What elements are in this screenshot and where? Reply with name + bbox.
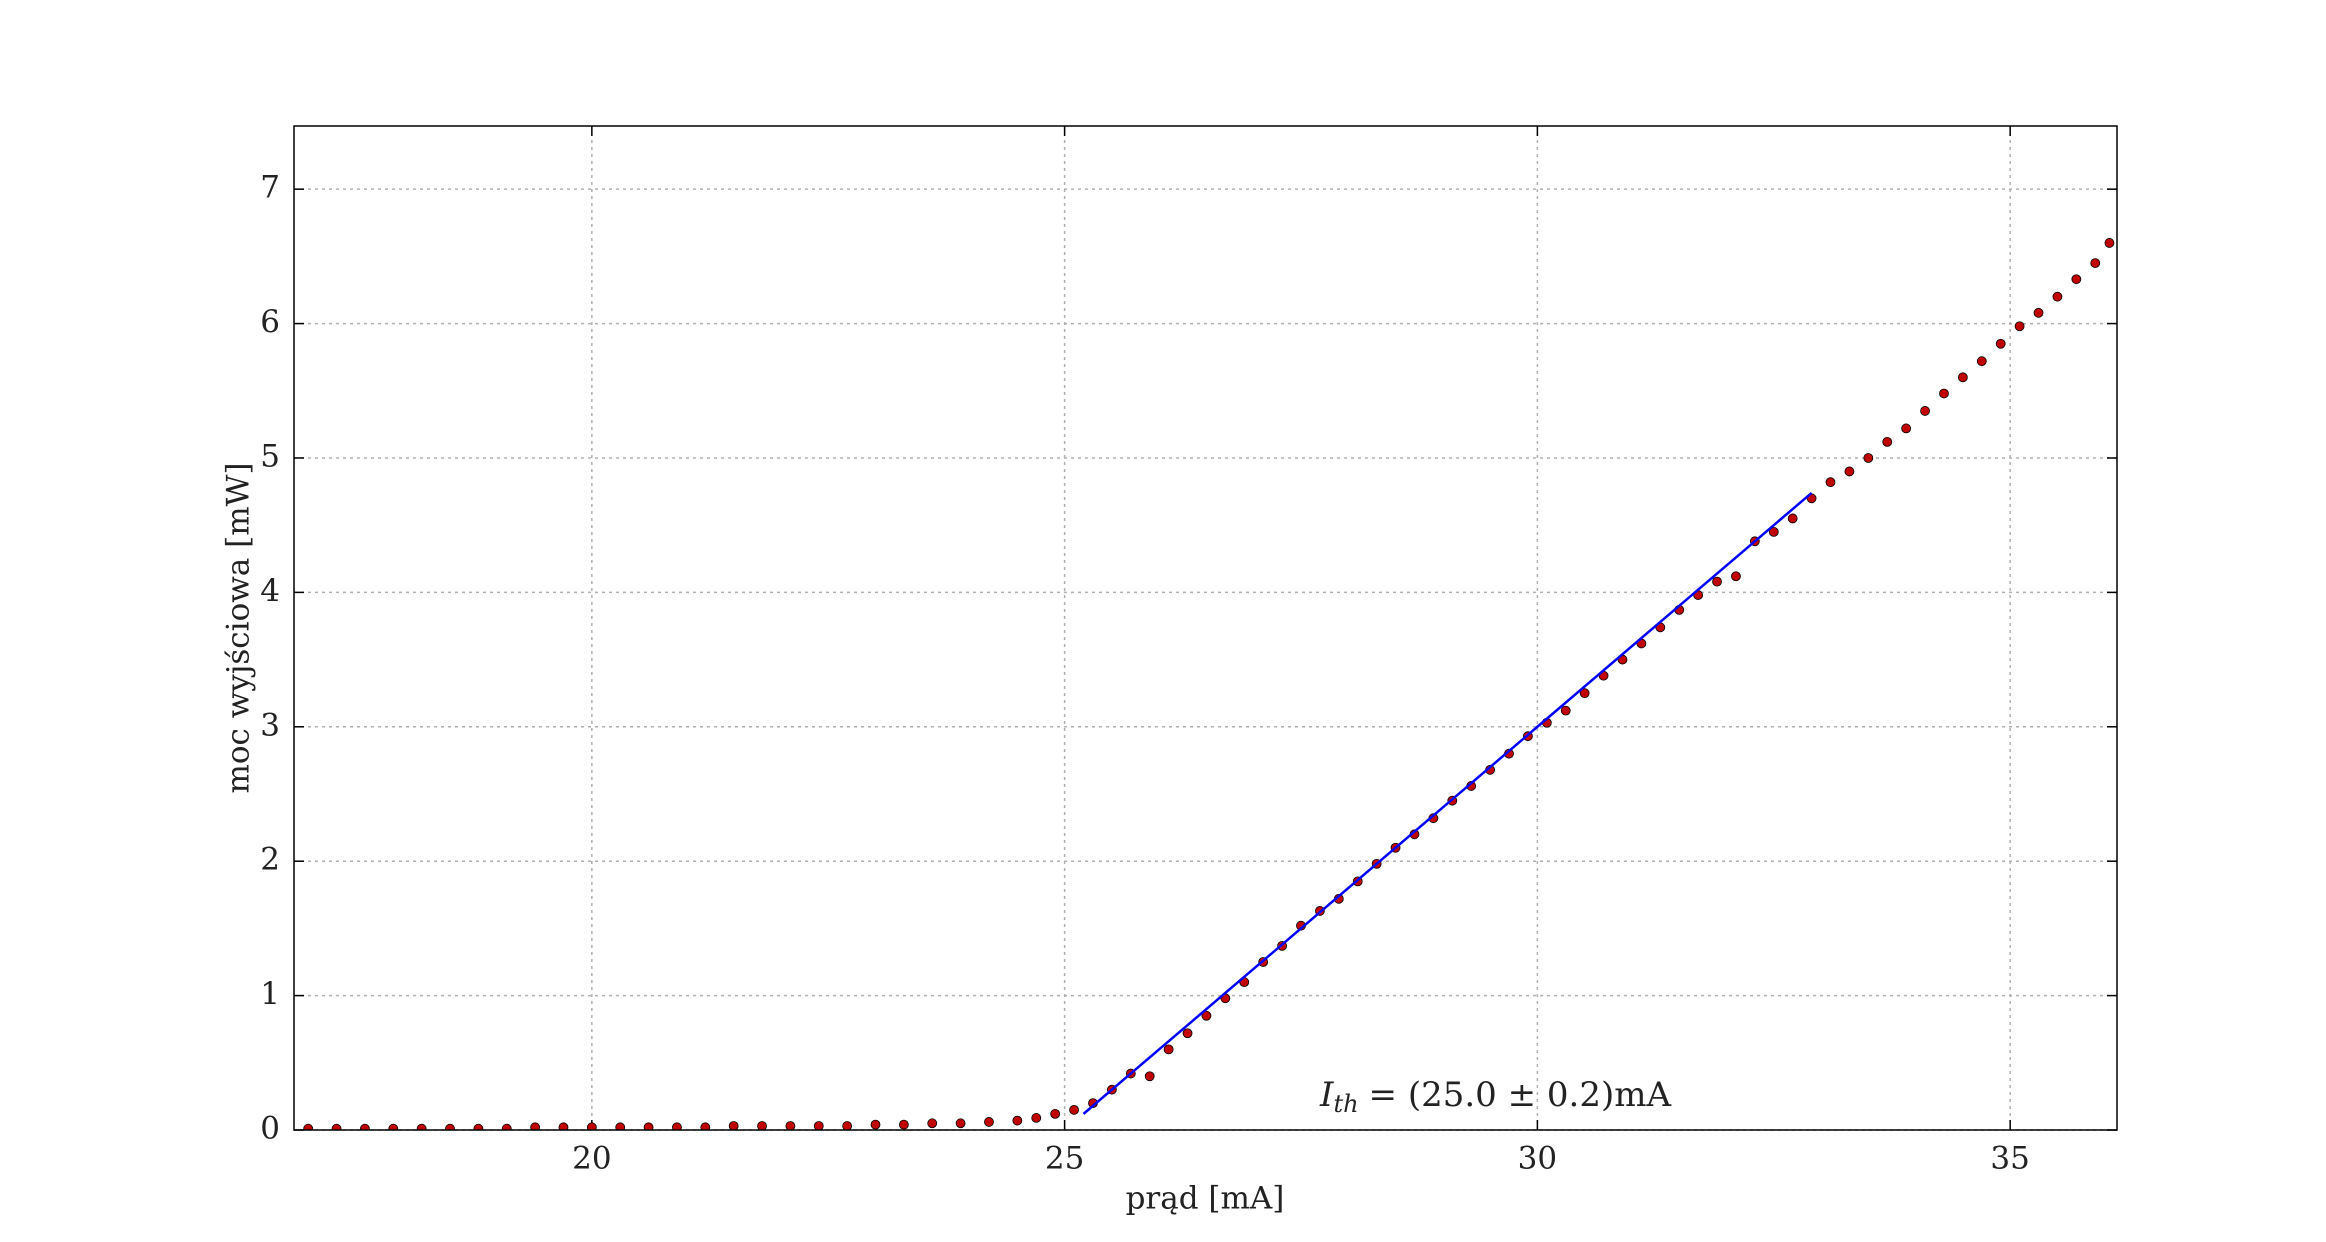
data-point bbox=[473, 1123, 484, 1130]
data-point bbox=[1050, 1108, 1061, 1119]
plot-frame bbox=[293, 125, 2118, 1131]
data-point bbox=[842, 1121, 853, 1130]
data-point bbox=[360, 1123, 370, 1130]
data-point bbox=[1731, 571, 1741, 582]
data-point bbox=[2071, 274, 2082, 285]
data-point bbox=[1163, 1044, 1174, 1055]
data-point bbox=[2014, 321, 2025, 332]
data-point bbox=[530, 1122, 541, 1130]
data-point bbox=[1182, 1028, 1193, 1039]
data-point bbox=[1957, 372, 1968, 383]
data-point bbox=[757, 1121, 767, 1130]
data-point bbox=[2052, 291, 2063, 302]
data-point bbox=[501, 1123, 512, 1130]
data-point bbox=[813, 1121, 824, 1130]
data-point bbox=[586, 1122, 597, 1130]
data-point bbox=[1939, 388, 1949, 399]
data-point bbox=[1579, 688, 1590, 699]
data-point bbox=[927, 1118, 938, 1129]
data-point bbox=[955, 1118, 966, 1129]
x-tick-label: 20 bbox=[572, 1141, 611, 1177]
data-point bbox=[1768, 527, 1779, 537]
data-point bbox=[388, 1123, 399, 1130]
x-tick-label: 25 bbox=[1045, 1141, 1084, 1177]
data-point bbox=[303, 1123, 314, 1130]
data-point bbox=[615, 1122, 626, 1130]
data-point bbox=[672, 1122, 682, 1130]
data-point bbox=[643, 1122, 654, 1130]
data-point bbox=[331, 1123, 342, 1130]
y-tick-label: 5 bbox=[260, 438, 280, 474]
plot-area bbox=[303, 238, 2115, 1130]
y-tick-label: 6 bbox=[260, 304, 280, 340]
data-point bbox=[1920, 406, 1930, 416]
data-point bbox=[2090, 258, 2101, 268]
x-axis-label: prąd [mA] bbox=[1126, 1181, 1285, 1217]
data-point bbox=[445, 1123, 455, 1130]
data-point bbox=[984, 1117, 994, 1127]
data-point bbox=[2104, 238, 2115, 248]
data-point bbox=[1976, 356, 1987, 367]
data-point bbox=[1863, 453, 1874, 463]
x-tick-label: 35 bbox=[1990, 1141, 2029, 1177]
data-point bbox=[1069, 1104, 1079, 1115]
data-point bbox=[416, 1123, 427, 1130]
data-point bbox=[1825, 477, 1836, 488]
y-tick-label: 0 bbox=[260, 1111, 280, 1147]
data-point bbox=[1901, 423, 1912, 434]
data-point bbox=[1012, 1115, 1023, 1126]
data-point bbox=[700, 1122, 711, 1130]
data-point bbox=[2033, 307, 2044, 318]
annotation-text: = (25.0 ± 0.2)mA bbox=[1369, 1075, 1672, 1115]
data-point bbox=[1560, 705, 1571, 716]
y-tick-label: 2 bbox=[260, 842, 280, 878]
data-point bbox=[785, 1121, 796, 1130]
y-axis-label: moc wyjściowa [mW] bbox=[221, 462, 257, 793]
data-point bbox=[898, 1119, 909, 1130]
annotation-subscript: th bbox=[1333, 1090, 1358, 1118]
data-point bbox=[728, 1121, 739, 1130]
y-tick-label: 1 bbox=[260, 976, 280, 1012]
data-point bbox=[1844, 466, 1855, 477]
data-point bbox=[1995, 338, 2006, 349]
y-tick-label: 7 bbox=[260, 170, 280, 206]
data-point bbox=[1144, 1071, 1155, 1082]
y-tick-label: 3 bbox=[260, 707, 280, 743]
annotation: Ith = (25.0 ± 0.2)mA bbox=[1319, 1075, 1671, 1118]
data-point bbox=[1787, 513, 1798, 524]
data-point bbox=[1201, 1010, 1212, 1021]
data-point bbox=[1712, 576, 1722, 587]
data-point bbox=[870, 1119, 881, 1130]
x-tick-label: 30 bbox=[1518, 1141, 1557, 1177]
data-point bbox=[1031, 1113, 1042, 1123]
annotation-symbol: I bbox=[1319, 1075, 1334, 1115]
fit-line bbox=[1082, 491, 1813, 1115]
y-tick-label: 4 bbox=[260, 573, 280, 609]
data-point bbox=[1882, 436, 1893, 447]
data-point bbox=[558, 1122, 569, 1130]
